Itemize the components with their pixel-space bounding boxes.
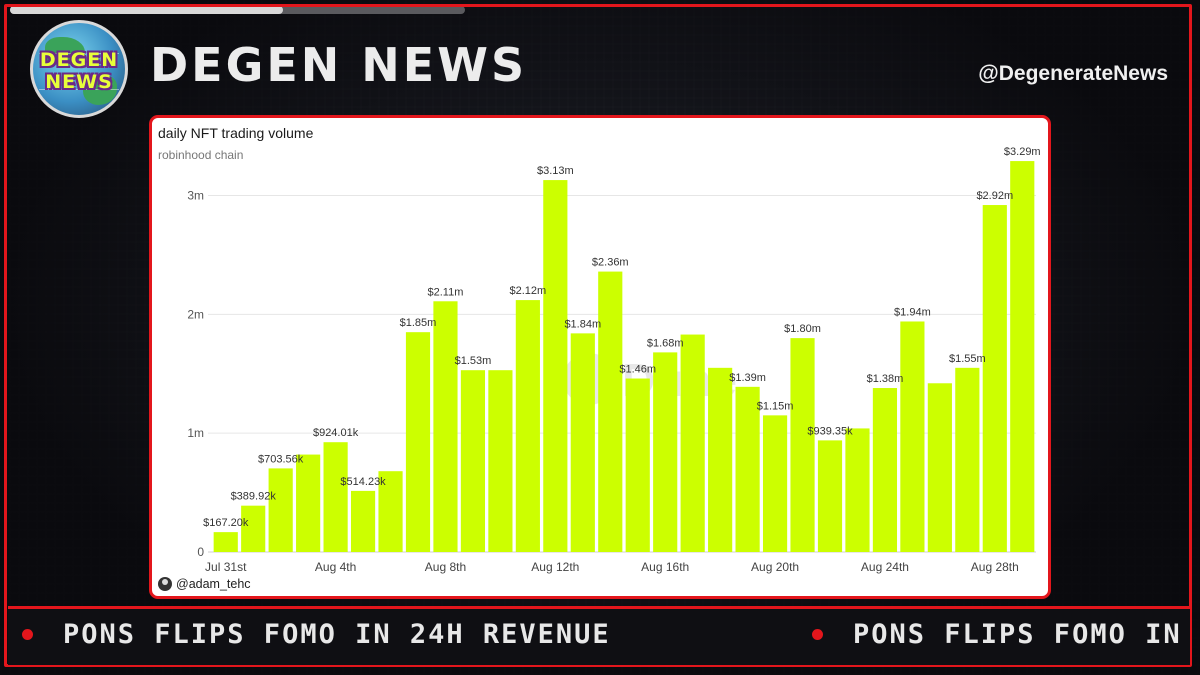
logo-land-shape <box>45 37 85 65</box>
bar <box>900 321 925 552</box>
y-tick-label: 1m <box>187 426 204 440</box>
red-frame <box>4 4 1192 667</box>
data-label: $1.46m <box>619 364 656 376</box>
bar <box>762 415 788 552</box>
data-label: $703.56k <box>258 453 304 465</box>
bar <box>405 332 431 552</box>
data-label: $1.38m <box>867 373 904 385</box>
y-tick-label: 0 <box>197 545 204 559</box>
bar <box>433 301 458 552</box>
ticker-item: PONS FLIPS FOMO IN 24H REVENUE <box>812 619 1190 650</box>
globe-logo-icon: DEGEN NEWS <box>30 20 128 118</box>
data-label: $2.36m <box>592 257 629 269</box>
bar-chart: 01m2m3mDune$167.20k$389.92k$703.56k$924.… <box>187 146 1041 574</box>
logo-latitude-line <box>39 89 119 90</box>
author-credit[interactable]: @adam_tehc <box>158 577 251 591</box>
data-label: $1.85m <box>400 317 437 329</box>
y-tick-label: 2m <box>187 307 204 321</box>
bar <box>927 383 952 552</box>
data-label: $924.01k <box>313 427 359 439</box>
bar <box>982 205 1007 553</box>
data-label: $514.23k <box>340 476 386 488</box>
bullet-dot-icon <box>22 629 33 640</box>
data-label: $1.55m <box>949 353 986 365</box>
data-label: $2.11m <box>428 286 464 298</box>
data-label: $1.80m <box>784 323 821 335</box>
x-tick-label: Aug 28th <box>971 560 1019 574</box>
ticker-text: PONS FLIPS FOMO IN 24H REVENUE <box>853 619 1190 650</box>
data-label: $3.29m <box>1004 146 1041 158</box>
bar <box>488 370 513 552</box>
logo-latitude-line <box>39 53 119 54</box>
logo-land-shape <box>83 75 117 105</box>
bar <box>955 367 980 552</box>
brand-title: DEGEN NEWS <box>150 38 528 92</box>
bar <box>350 490 376 552</box>
data-label: $2.92m <box>976 190 1013 202</box>
bar <box>515 300 540 552</box>
x-tick-label: Aug 4th <box>315 560 356 574</box>
bar <box>817 440 843 552</box>
chart-card: 0 1m 2m 3m Dune $167.20k $389.92k $703.56k $924.… <box>149 115 1051 599</box>
ticker-item: PONS FLIPS FOMO IN 24H REVENUE <box>22 619 611 650</box>
logo-text-top: DEGEN <box>39 49 119 71</box>
data-label: $939.35k <box>807 425 853 437</box>
data-label: $167.20k <box>203 517 249 529</box>
bar <box>598 271 623 552</box>
bar <box>708 367 733 552</box>
data-label: $1.94m <box>894 306 931 318</box>
video-progress-fill <box>10 6 283 14</box>
bar <box>1010 161 1035 552</box>
data-label: $2.12m <box>510 285 547 297</box>
bar <box>213 532 238 552</box>
y-tick-label: 3m <box>187 189 204 203</box>
data-label: $1.39m <box>729 372 766 384</box>
bar <box>735 386 760 552</box>
author-avatar-icon <box>158 577 172 591</box>
x-tick-label: Aug 20th <box>751 560 799 574</box>
bar <box>570 333 595 552</box>
ticker-text: PONS FLIPS FOMO IN 24H REVENUE <box>63 619 611 650</box>
data-label: $1.68m <box>647 337 684 349</box>
social-handle[interactable]: @DegenerateNews <box>978 62 1168 85</box>
bar <box>543 180 568 553</box>
author-handle: @adam_tehc <box>176 577 251 591</box>
bar <box>625 378 650 552</box>
video-progress-bar[interactable] <box>10 6 465 14</box>
news-ticker: PONS FLIPS FOMO IN 24H REVENUE PONS FLIP… <box>8 606 1190 665</box>
bar <box>296 454 321 552</box>
bar <box>268 468 293 552</box>
chart-title: daily NFT trading volume <box>158 125 314 141</box>
data-label: $1.84m <box>564 318 601 330</box>
bar <box>323 442 348 552</box>
data-label: $3.13m <box>537 165 574 177</box>
bar <box>460 370 486 552</box>
chart-subtitle: robinhood chain <box>158 148 244 162</box>
data-label: $1.15m <box>757 400 794 412</box>
bullet-dot-icon <box>812 629 823 640</box>
data-label: $1.53m <box>455 355 492 367</box>
bar <box>378 471 403 552</box>
bar <box>790 338 815 552</box>
bar <box>872 388 898 552</box>
x-tick-label: Jul 31st <box>205 560 247 574</box>
bar <box>653 352 678 552</box>
x-tick-label: Aug 16th <box>641 560 689 574</box>
x-tick-label: Aug 8th <box>425 560 466 574</box>
logo-text-bottom: NEWS <box>45 71 113 93</box>
x-tick-label: Aug 12th <box>531 560 579 574</box>
data-label: $389.92k <box>231 491 277 503</box>
bar <box>241 505 266 552</box>
x-tick-label: Aug 24th <box>861 560 909 574</box>
bar <box>680 334 705 552</box>
bar <box>845 428 870 552</box>
